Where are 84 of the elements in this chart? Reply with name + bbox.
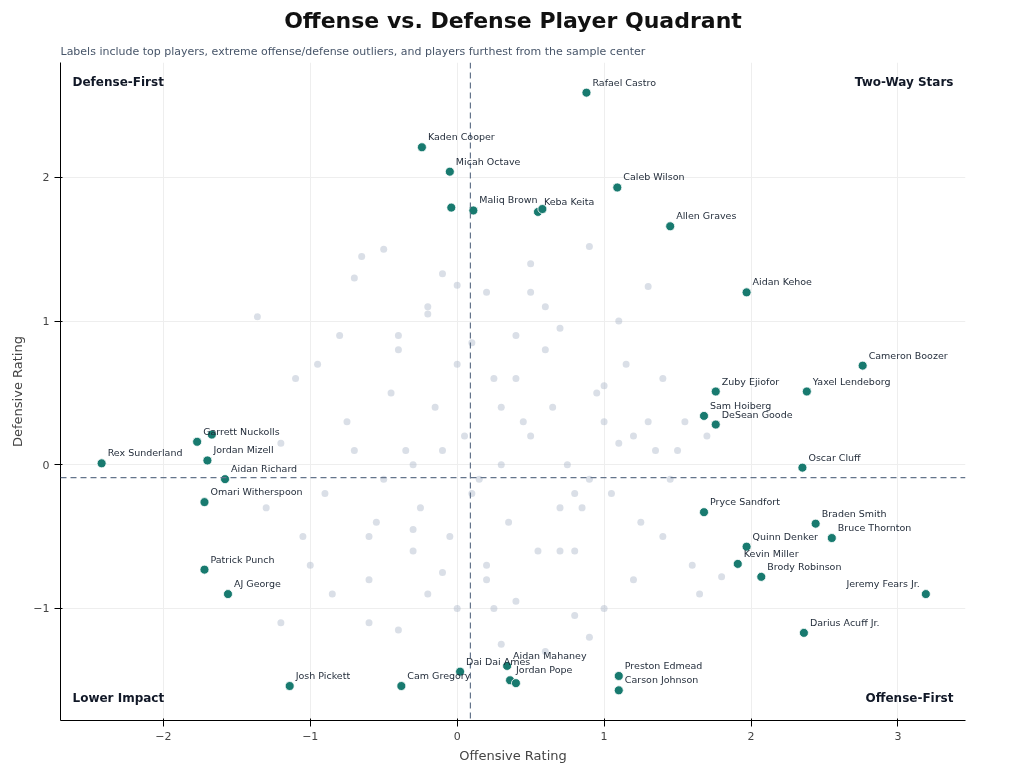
point <box>446 202 457 213</box>
point <box>284 681 295 691</box>
point <box>801 386 812 397</box>
annotation: Aidan Kehoe <box>752 276 813 288</box>
point <box>699 507 709 518</box>
point <box>613 685 624 696</box>
point <box>826 533 837 543</box>
point <box>710 386 721 397</box>
point <box>612 182 623 193</box>
point <box>444 166 455 177</box>
annotation: Jeremy Fears Jr. <box>845 578 920 590</box>
y-axis-title: Defensive Rating <box>10 336 26 447</box>
point <box>96 458 107 469</box>
point <box>199 497 210 508</box>
annotation: Yaxel Lendeborg <box>811 375 891 387</box>
chart-title: Offense vs. Defense Player Quadrant <box>284 7 743 33</box>
annotation: Maliq Brown <box>479 194 538 206</box>
y-tick-label: 0 <box>42 458 50 472</box>
annotation: Josh Pickett <box>294 670 351 682</box>
annotation: Kaden Cooper <box>427 131 495 143</box>
point <box>581 87 592 98</box>
point <box>798 627 809 638</box>
annotation: AJ George <box>233 578 282 590</box>
x-tick-label: 2 <box>747 729 755 743</box>
annotation: Oscar Cluff <box>808 451 862 463</box>
point <box>223 589 233 599</box>
annotation: Cam Gregory <box>407 670 471 682</box>
annotation: Rex Sunderland <box>107 447 183 459</box>
annotation: Omari Witherspoon <box>210 486 303 498</box>
annotation: Kevin Miller <box>743 547 799 559</box>
annotation: Braden Smith <box>821 507 887 519</box>
point <box>192 436 203 447</box>
annotation: Rafael Castro <box>592 76 657 88</box>
annotation: Zuby Ejiofor <box>721 375 780 387</box>
point <box>857 360 868 371</box>
annotation: Lower Impact <box>72 690 165 705</box>
x-tick-label: −1 <box>302 729 319 743</box>
annotation: Bruce Thornton <box>837 522 912 534</box>
point <box>665 221 676 232</box>
annotation: Jordan Pope <box>515 664 573 676</box>
point <box>202 455 213 466</box>
point <box>710 419 721 430</box>
point <box>920 589 931 599</box>
x-tick-label: 0 <box>453 729 461 743</box>
x-tick-label: 3 <box>894 729 902 743</box>
point <box>396 681 407 691</box>
annotation: Caleb Wilson <box>623 171 685 183</box>
annotation: Micah Octave <box>455 155 521 167</box>
x-axis-title: Offensive Rating <box>459 747 567 763</box>
point <box>417 142 427 153</box>
point <box>810 518 821 529</box>
point <box>537 204 548 214</box>
point <box>511 678 521 689</box>
annotation: Darius Acuff Jr. <box>809 616 880 628</box>
annotation: Brody Robinson <box>767 560 842 572</box>
y-tick-label: 1 <box>42 315 50 329</box>
y-tick-label: 2 <box>42 171 50 185</box>
annotation: Preston Edmead <box>624 659 703 671</box>
annotation: Aidan Mahaney <box>513 649 587 661</box>
annotation: Patrick Punch <box>210 553 275 565</box>
point <box>699 411 709 421</box>
annotation: Keba Keita <box>543 195 595 207</box>
point <box>756 571 767 582</box>
y-tick-label: −1 <box>33 602 50 616</box>
annotation: Carson Johnson <box>624 674 699 686</box>
annotation: Allen Graves <box>676 210 737 222</box>
point <box>741 287 752 298</box>
point <box>797 462 808 473</box>
point <box>220 474 230 485</box>
annotation: Defense-First <box>72 74 165 89</box>
point <box>732 559 743 569</box>
annotation: Aidan Richard <box>231 463 298 475</box>
annotation: Jordan Mizell <box>212 444 274 456</box>
annotation: Cameron Boozer <box>868 349 948 361</box>
chart-subtitle: Labels include top players, extreme offense/defense outliers, and players furthest from the sample center <box>60 44 646 58</box>
x-tick-label: 1 <box>600 729 608 743</box>
point <box>613 671 624 681</box>
annotation: Quinn Denker <box>752 530 818 542</box>
point <box>199 564 210 575</box>
point <box>468 205 479 216</box>
annotation: Offense-First <box>865 690 954 705</box>
x-tick-label: −2 <box>155 729 172 743</box>
annotation: Two-Way Stars <box>854 74 954 89</box>
annotation: Pryce Sandfort <box>709 496 781 508</box>
